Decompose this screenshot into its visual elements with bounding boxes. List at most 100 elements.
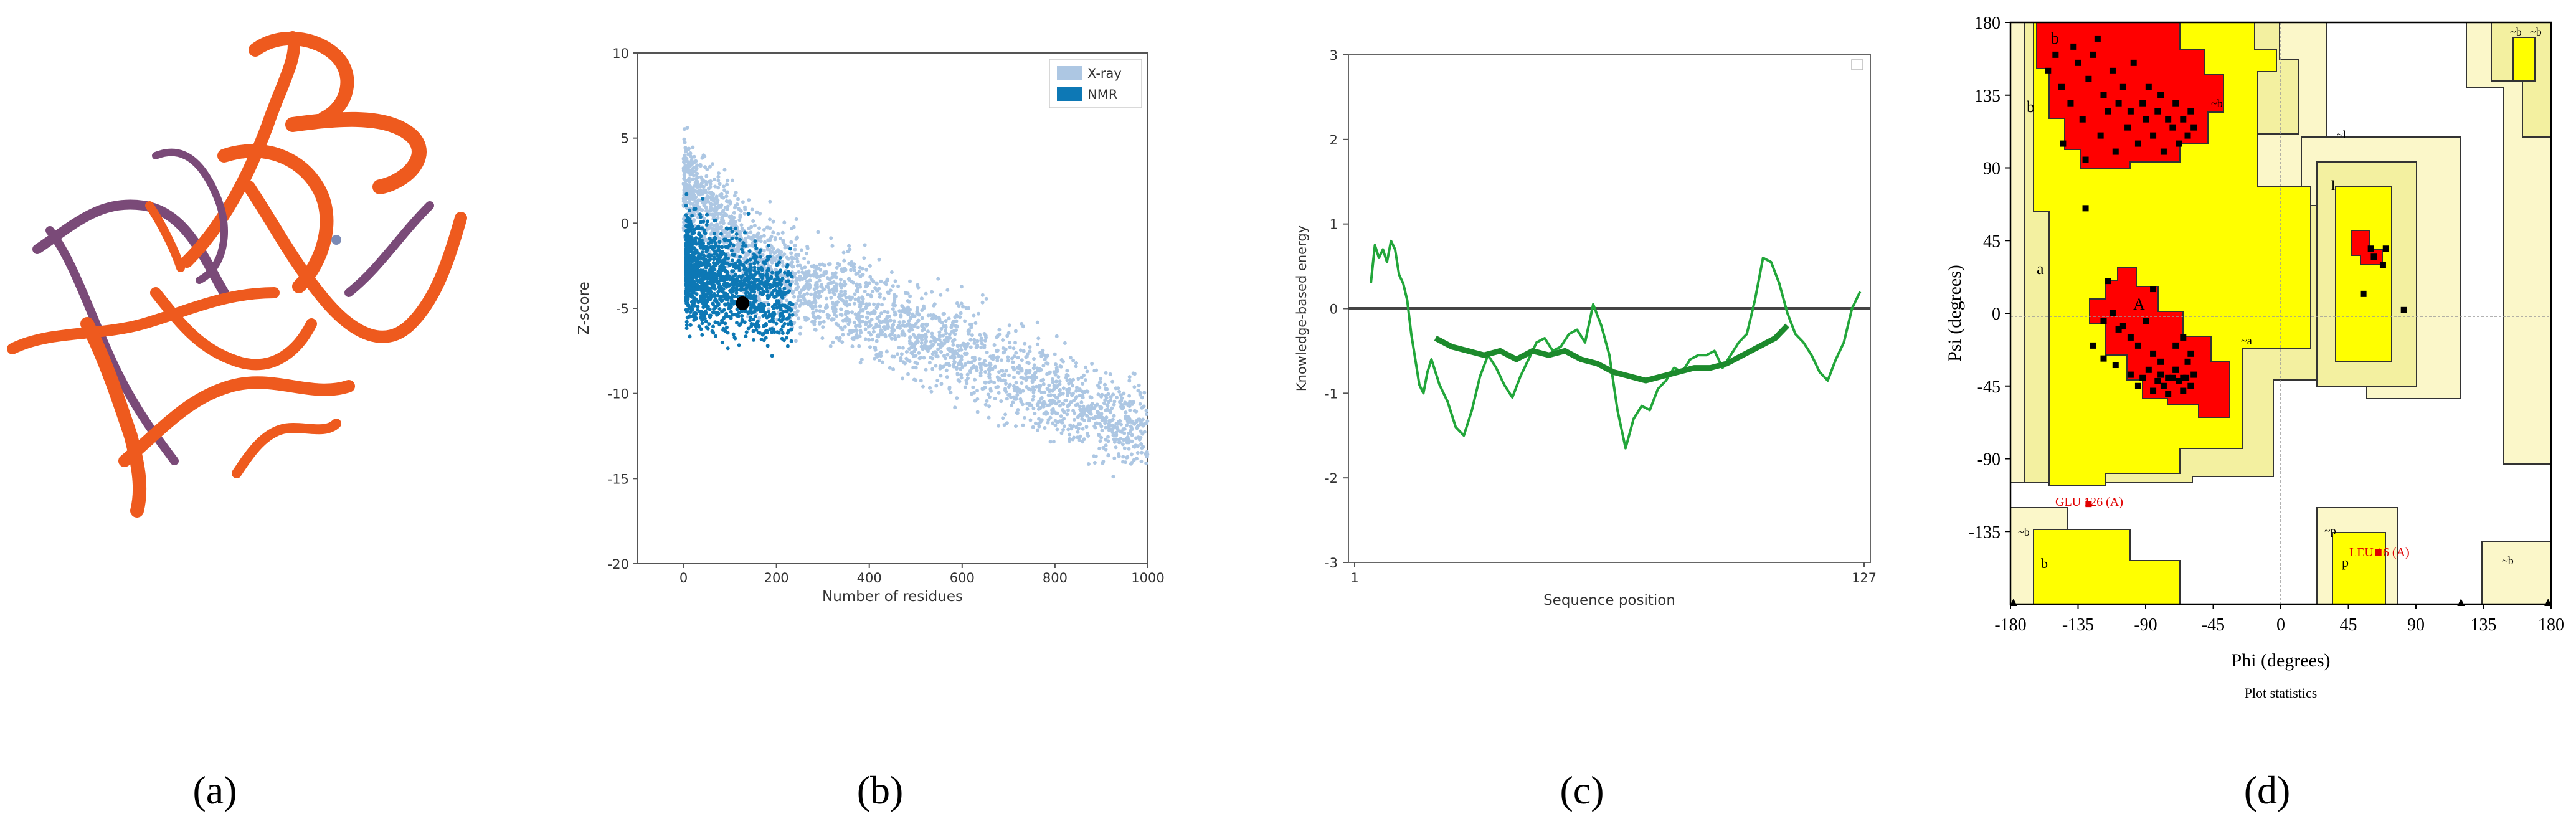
nmr-point [729,288,733,292]
xray-point [1038,386,1042,390]
xray-point [1032,363,1036,367]
xray-point [700,208,704,212]
xray-point [952,359,957,364]
xray-point [885,278,889,283]
xray-point [858,324,862,328]
region-allowed-top-right [2512,37,2536,82]
nmr-point [685,301,689,305]
xray-point [778,236,782,240]
ribbon-strand [80,317,147,518]
residue-point [2154,377,2161,384]
nmr-point [727,263,732,267]
xray-point [906,299,910,303]
xray-point [1013,396,1018,400]
xray-point [899,356,903,360]
x-tick-labels: 1 127 [1350,562,1877,585]
xray-point [944,328,947,333]
xray-point [1112,402,1116,407]
xray-point [917,351,921,355]
nmr-point [684,192,689,196]
xray-point [1102,401,1106,405]
xray-point [749,230,753,235]
nmr-point [775,282,780,286]
xray-point [759,239,763,244]
xray-point [1002,373,1006,377]
xray-point [861,272,865,277]
xray-point [950,339,955,343]
xray-point [891,323,896,327]
xray-point [691,210,695,214]
xray-point [852,320,856,324]
nmr-point [753,314,757,318]
xray-point [859,358,864,362]
xray-point [912,314,917,318]
nmr-point [768,254,772,258]
residue-point [2100,92,2107,98]
xray-point [769,245,774,249]
xray-point [879,331,883,335]
xray-point [802,285,806,290]
xray-point [1013,341,1017,345]
nmr-point [720,277,724,282]
xray-point [691,194,694,198]
xray-point [1011,384,1016,388]
xray-point [1054,334,1059,338]
xray-point [1132,372,1137,376]
xray-point [1059,431,1064,435]
nmr-point [719,299,724,303]
nmr-point [694,292,699,296]
xray-point [1046,403,1050,407]
xray-point [944,325,948,329]
xray-point [840,328,845,332]
xray-point [835,282,838,287]
nmr-point [754,258,758,263]
nmr-point [786,279,790,283]
nmr-point [717,288,722,292]
xray-point [1007,323,1011,328]
xray-point [879,311,883,316]
xray-point [795,235,799,240]
xray-point [797,295,801,299]
xray-point [1000,369,1005,373]
nmr-point [780,331,785,335]
xray-point [1026,361,1031,366]
xray-point [1132,409,1137,413]
xray-point [690,191,694,194]
xray-point [782,220,787,225]
xray-point [915,311,919,316]
xray-point [805,279,809,283]
x-axis-label: Phi (degrees) [2231,650,2330,671]
nmr-point [731,332,736,336]
xray-point [726,178,730,182]
xray-point [842,283,846,288]
xray-point [1004,369,1008,373]
xray-point [945,288,950,292]
nmr-point [752,290,757,294]
ligand-atom [331,235,341,245]
xray-point [1006,359,1010,363]
nmr-point [715,260,719,265]
xray-point [1057,399,1061,404]
xray-point [825,303,829,308]
nmr-point [726,301,731,306]
xray-point [1099,435,1104,440]
nmr-point [701,291,705,295]
xray-point [839,290,843,294]
xray-point [892,319,896,323]
xray-point [681,226,686,230]
xray-point [907,319,911,323]
xray-point [878,295,882,299]
nmr-point [703,283,708,287]
xray-point [715,200,719,204]
legend-swatch-xray [1057,66,1082,80]
xray-point [795,260,800,264]
xray-point [850,310,854,315]
xray-point [901,346,905,350]
xray-point [694,195,698,199]
xray-point [988,362,993,367]
xray-point [995,349,1000,353]
xray-point [1140,432,1145,436]
xray-point [876,352,881,356]
xray-point [800,270,805,275]
xray-point [860,267,864,271]
